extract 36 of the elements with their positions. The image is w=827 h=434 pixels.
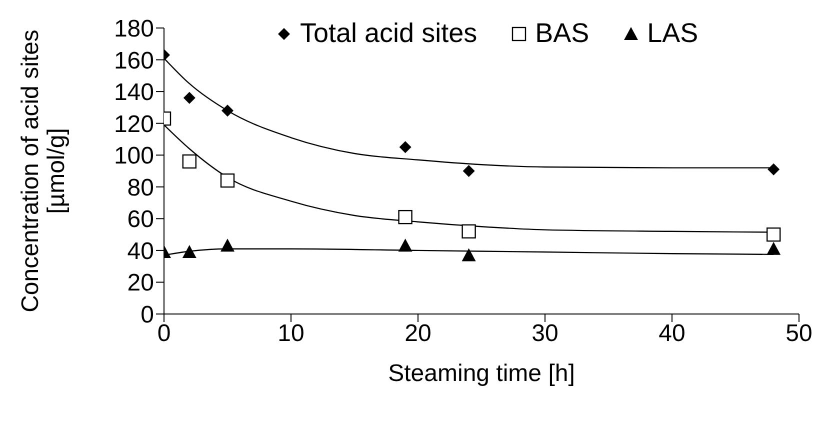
y-axis-title: Concentration of acid sites [µmol/g] xyxy=(17,30,70,312)
point xyxy=(182,245,196,258)
point xyxy=(182,154,196,169)
point xyxy=(766,242,781,255)
x-tick-label: 50 xyxy=(786,320,812,348)
y-tick-label: 20 xyxy=(127,270,154,297)
point xyxy=(183,92,196,104)
y-tick-label: 140 xyxy=(114,79,154,106)
x-tick-label: 30 xyxy=(532,320,558,348)
point xyxy=(462,224,476,238)
y-tick-label: 0 xyxy=(140,302,154,329)
y-tick-label: 120 xyxy=(114,110,154,138)
point xyxy=(766,227,781,242)
x-tick-label: 20 xyxy=(404,320,432,348)
x-tick-label: 40 xyxy=(658,320,686,348)
point xyxy=(462,165,475,177)
point xyxy=(768,163,780,176)
point xyxy=(220,173,235,188)
y-tick-label: 180 xyxy=(114,16,154,43)
y-tick-label: 60 xyxy=(127,206,154,234)
legend-label: LAS xyxy=(647,18,698,49)
x-tick-label: 0 xyxy=(157,320,171,348)
x-tick-label: 10 xyxy=(278,320,304,348)
point xyxy=(398,238,412,252)
point xyxy=(399,141,412,154)
point xyxy=(398,210,412,224)
point xyxy=(222,104,234,117)
legend-label: Total acid sites xyxy=(300,18,478,49)
y-tick-label: 160 xyxy=(114,47,154,74)
y-tick-label: 100 xyxy=(114,142,154,170)
x-axis-title: Steaming time [h] xyxy=(388,360,575,387)
point xyxy=(220,238,234,252)
y-tick-label: 40 xyxy=(127,238,154,265)
y-tick-label: 80 xyxy=(127,174,154,202)
point xyxy=(462,248,476,262)
legend-label: BAS xyxy=(535,18,590,49)
